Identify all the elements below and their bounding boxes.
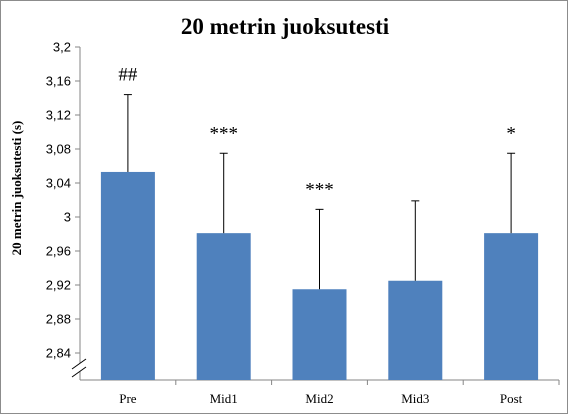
significance-marker: ## bbox=[118, 65, 138, 86]
bar-post bbox=[484, 233, 539, 380]
chart-title: 20 metrin juoksutesti bbox=[181, 14, 390, 39]
significance-marker: * bbox=[506, 123, 516, 144]
bar-pre bbox=[100, 171, 155, 380]
y-axis-label: 20 metrin juoksutesti (s) bbox=[9, 121, 24, 256]
x-tick-label: Pre bbox=[119, 391, 137, 406]
y-tick-label: 3,2 bbox=[53, 40, 71, 55]
x-tick-label: Mid3 bbox=[401, 391, 429, 406]
y-tick-label: 2,88 bbox=[46, 312, 71, 327]
y-tick-label: 2,96 bbox=[46, 244, 71, 259]
x-tick-label: Mid1 bbox=[210, 391, 238, 406]
axis-break-mark bbox=[71, 358, 87, 370]
significance-marker: *** bbox=[305, 179, 334, 200]
y-tick-label: 2,92 bbox=[46, 278, 71, 293]
y-tick-label: 3,12 bbox=[46, 108, 71, 123]
bar-mid3 bbox=[388, 280, 443, 380]
plot-area: 2,84 2,88 2,92 2,96 3 3,04 3,08 3,12 3,16 3,2 ## Pr… bbox=[46, 40, 560, 406]
x-tick-label: Post bbox=[500, 391, 523, 406]
y-tick-label: 3 bbox=[64, 210, 71, 225]
y-tick-label: 2,84 bbox=[46, 346, 71, 361]
y-tick-label: 3,16 bbox=[46, 74, 71, 89]
significance-marker: *** bbox=[209, 123, 238, 144]
y-tick-label: 3,04 bbox=[46, 176, 71, 191]
bar-mid2 bbox=[292, 289, 347, 380]
y-tick-label: 3,08 bbox=[46, 142, 71, 157]
axis-break-mark bbox=[71, 366, 87, 378]
x-tick-label: Mid2 bbox=[305, 391, 333, 406]
bar-mid1 bbox=[196, 233, 251, 380]
